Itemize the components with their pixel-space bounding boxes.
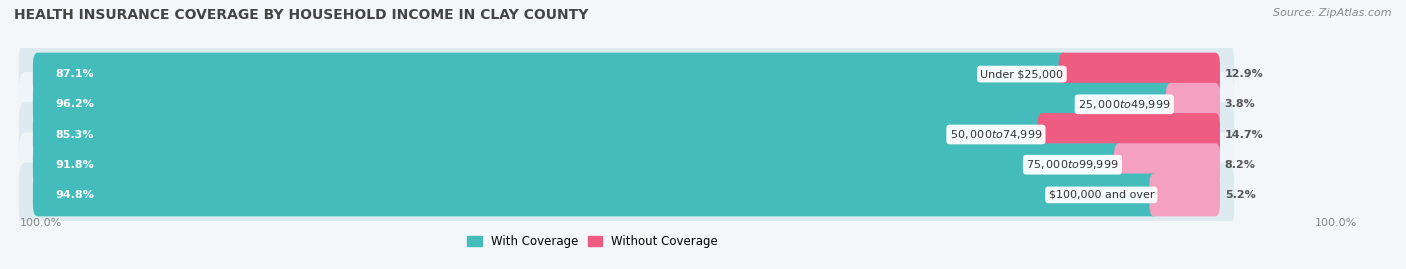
Text: $50,000 to $74,999: $50,000 to $74,999 [949, 128, 1042, 141]
Text: 91.8%: 91.8% [55, 160, 94, 170]
FancyBboxPatch shape [1114, 143, 1220, 186]
Text: 12.9%: 12.9% [1225, 69, 1264, 79]
FancyBboxPatch shape [32, 174, 1159, 216]
FancyBboxPatch shape [18, 132, 1234, 197]
Text: 87.1%: 87.1% [55, 69, 94, 79]
FancyBboxPatch shape [32, 83, 1175, 126]
FancyBboxPatch shape [32, 143, 1123, 186]
Text: $25,000 to $49,999: $25,000 to $49,999 [1078, 98, 1171, 111]
Legend: With Coverage, Without Coverage: With Coverage, Without Coverage [463, 230, 723, 253]
Text: $75,000 to $99,999: $75,000 to $99,999 [1026, 158, 1119, 171]
FancyBboxPatch shape [32, 53, 1069, 95]
FancyBboxPatch shape [18, 72, 1234, 137]
FancyBboxPatch shape [18, 162, 1234, 227]
Text: $100,000 and over: $100,000 and over [1049, 190, 1154, 200]
Text: HEALTH INSURANCE COVERAGE BY HOUSEHOLD INCOME IN CLAY COUNTY: HEALTH INSURANCE COVERAGE BY HOUSEHOLD I… [14, 8, 589, 22]
FancyBboxPatch shape [1059, 53, 1220, 95]
FancyBboxPatch shape [32, 113, 1047, 156]
Text: 85.3%: 85.3% [55, 129, 94, 140]
Text: 14.7%: 14.7% [1225, 129, 1264, 140]
FancyBboxPatch shape [18, 42, 1234, 107]
Text: 100.0%: 100.0% [1315, 218, 1357, 228]
Text: 94.8%: 94.8% [55, 190, 94, 200]
Text: 100.0%: 100.0% [20, 218, 62, 228]
Text: Under $25,000: Under $25,000 [980, 69, 1063, 79]
Text: 3.8%: 3.8% [1225, 99, 1256, 109]
FancyBboxPatch shape [1038, 113, 1220, 156]
Text: Source: ZipAtlas.com: Source: ZipAtlas.com [1274, 8, 1392, 18]
Text: 8.2%: 8.2% [1225, 160, 1256, 170]
FancyBboxPatch shape [1166, 83, 1220, 126]
FancyBboxPatch shape [1149, 174, 1220, 216]
Text: 96.2%: 96.2% [55, 99, 94, 109]
Text: 5.2%: 5.2% [1225, 190, 1256, 200]
FancyBboxPatch shape [18, 102, 1234, 167]
